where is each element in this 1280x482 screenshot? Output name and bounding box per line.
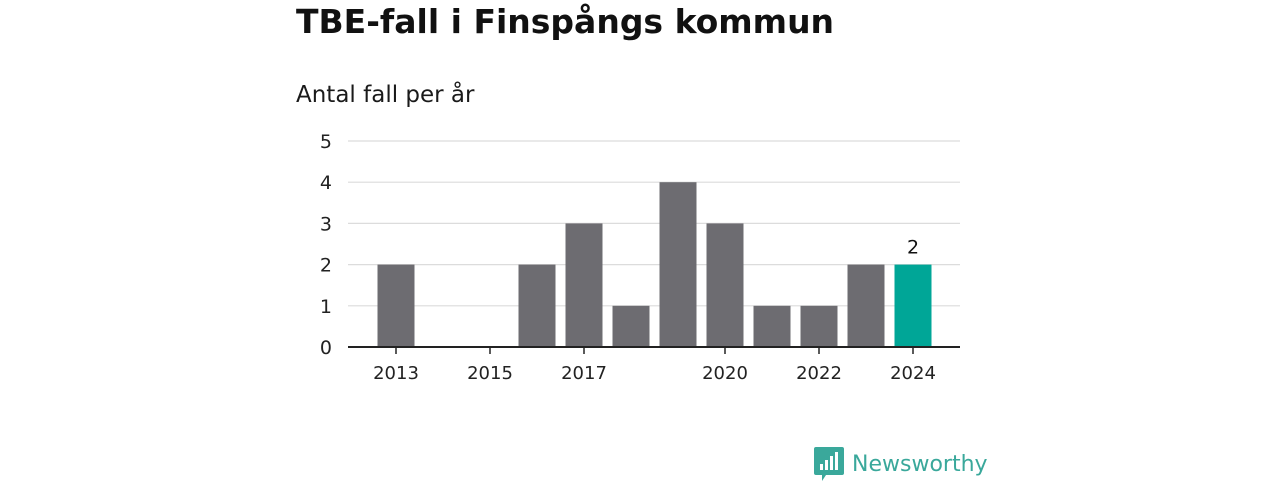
bar [612,305,650,347]
x-tick-label: 2024 [890,363,936,384]
x-tick-label: 2013 [373,363,419,384]
y-tick-label: 3 [320,213,332,235]
bars [377,182,932,347]
brand-logo[interactable]: Newsworthy [814,446,988,482]
y-tick-label: 1 [320,296,332,318]
bar [847,264,885,347]
bar [800,305,838,347]
bar [377,264,415,347]
x-tick-label: 2017 [561,363,607,384]
x-tick-label: 2015 [467,363,513,384]
chart-subtitle: Antal fall per år [296,82,475,108]
x-tick-label: 2022 [796,363,842,384]
labels: 0 1 2 3 4 5 2013 2015 2017 2020 2022 2024 2 [320,131,936,384]
bar [706,223,744,347]
chart-title: TBE-fall i Finspångs kommun [296,2,835,41]
axes [348,346,960,354]
bar [565,223,603,347]
x-tick-label: 2020 [702,363,748,384]
bar [753,305,791,347]
y-tick-label: 2 [320,255,332,277]
bar [518,264,556,347]
y-tick-label: 5 [320,131,332,153]
bar [659,182,697,347]
y-tick-label: 4 [320,172,332,194]
brand-name: Newsworthy [852,451,988,477]
y-tick-label: 0 [320,337,332,359]
newsworthy-logo-icon [814,447,844,481]
data-label-highlight: 2 [907,237,919,259]
bar-highlight [894,264,932,347]
